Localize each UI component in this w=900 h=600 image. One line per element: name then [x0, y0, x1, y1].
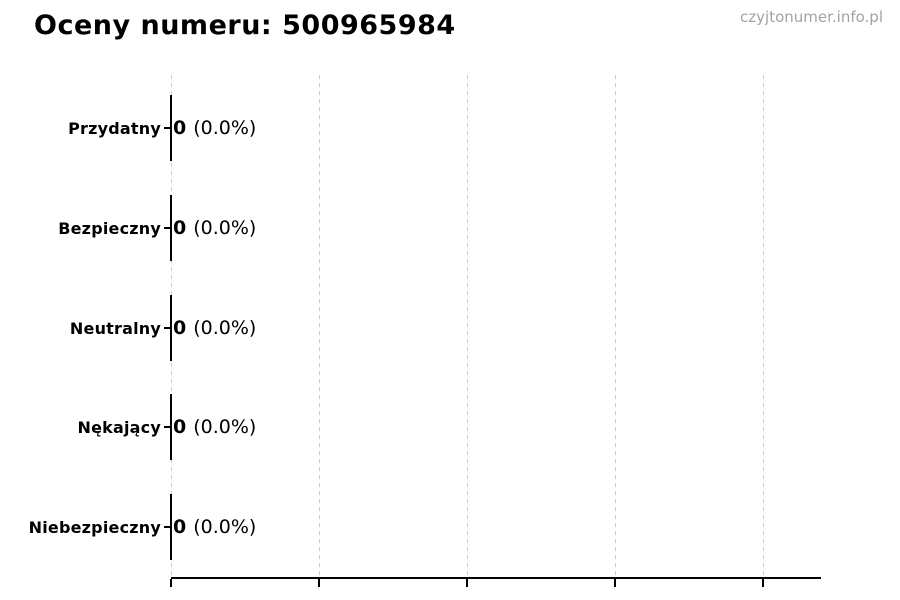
bar-zero-edge — [170, 494, 172, 560]
value-count: 0 — [173, 217, 187, 239]
chart-row: Nękający 0 (0.0%) — [0, 394, 900, 460]
value-label: 0 (0.0%) — [173, 494, 256, 560]
y-axis-tick — [164, 127, 171, 129]
bar-zero-edge — [170, 394, 172, 460]
value-count: 0 — [173, 416, 187, 438]
x-axis-tick — [170, 579, 172, 587]
gridline — [319, 75, 320, 577]
bar-zero-edge — [170, 95, 172, 161]
chart-row: Bezpieczny 0 (0.0%) — [0, 195, 900, 261]
gridline — [763, 75, 764, 577]
gridline — [615, 75, 616, 577]
value-label: 0 (0.0%) — [173, 195, 256, 261]
value-percent: (0.0%) — [193, 117, 257, 139]
y-axis-tick — [164, 526, 171, 528]
value-percent: (0.0%) — [193, 516, 257, 538]
y-axis-tick — [164, 327, 171, 329]
value-count: 0 — [173, 117, 187, 139]
x-axis-tick — [762, 579, 764, 587]
chart-title: Oceny numeru: 500965984 — [34, 10, 456, 41]
value-label: 0 (0.0%) — [173, 394, 256, 460]
value-percent: (0.0%) — [193, 217, 257, 239]
x-axis-tick — [614, 579, 616, 587]
value-label: 0 (0.0%) — [173, 95, 256, 161]
x-axis-line — [171, 577, 821, 579]
category-label: Bezpieczny — [58, 218, 161, 238]
watermark-site-label: czyjtonumer.info.pl — [740, 8, 883, 26]
category-label: Niebezpieczny — [28, 517, 161, 537]
chart-row: Niebezpieczny 0 (0.0%) — [0, 494, 900, 560]
category-label: Neutralny — [69, 318, 161, 338]
value-count: 0 — [173, 516, 187, 538]
x-axis-tick — [466, 579, 468, 587]
value-percent: (0.0%) — [193, 317, 257, 339]
chart-row: Neutralny 0 (0.0%) — [0, 295, 900, 361]
category-label: Przydatny — [68, 118, 161, 138]
bar-zero-edge — [170, 195, 172, 261]
x-axis-tick — [318, 579, 320, 587]
value-percent: (0.0%) — [193, 416, 257, 438]
y-axis-tick — [164, 426, 171, 428]
bar-zero-edge — [170, 295, 172, 361]
chart-row: Przydatny 0 (0.0%) — [0, 95, 900, 161]
category-label: Nękający — [77, 417, 161, 437]
gridline — [467, 75, 468, 577]
value-count: 0 — [173, 317, 187, 339]
y-axis-tick — [164, 227, 171, 229]
value-label: 0 (0.0%) — [173, 295, 256, 361]
